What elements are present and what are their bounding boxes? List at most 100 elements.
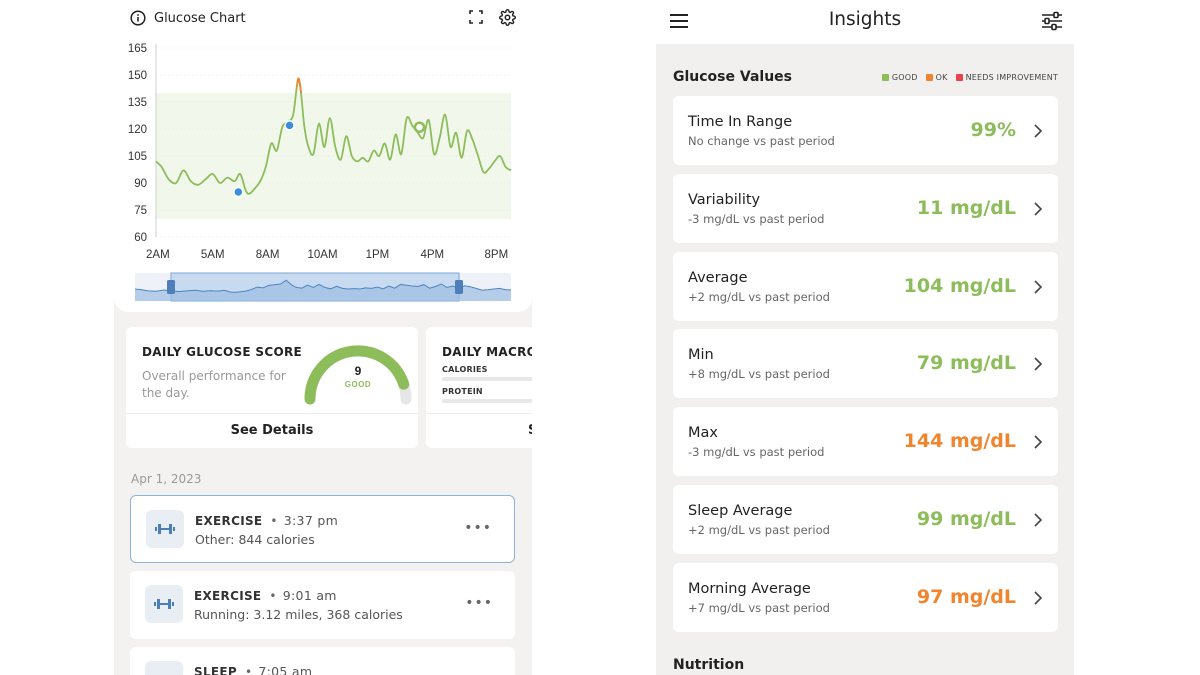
- macro-details-button[interactable]: S: [426, 413, 532, 448]
- score-gauge: 9 GOOD: [304, 345, 412, 405]
- metric-change: +2 mg/dL vs past period: [688, 523, 830, 537]
- glucose-values-heading: Glucose Values: [673, 69, 792, 85]
- metric-name: Sleep Average: [688, 503, 793, 519]
- log-time: 3:37 pm: [283, 513, 339, 528]
- x-tick-label: 8PM: [485, 249, 509, 261]
- macro-label: PROTEIN: [442, 387, 483, 396]
- y-tick-label: 135: [128, 97, 147, 109]
- daily-glucose-score-card[interactable]: DAILY GLUCOSE SCORE Overall performance …: [126, 327, 418, 448]
- top-bar: Insights: [656, 0, 1074, 44]
- y-tick-label: 105: [128, 151, 147, 163]
- chevron-right-icon: [1034, 280, 1042, 294]
- metric-card[interactable]: Sleep Average +2 mg/dL vs past period 99 m…: [673, 485, 1058, 554]
- separator-dot: •: [269, 589, 277, 603]
- chevron-right-icon: [1034, 357, 1042, 371]
- metric-card[interactable]: Max -3 mg/dL vs past period 144 mg/dL: [673, 407, 1058, 476]
- metric-change: -3 mg/dL vs past period: [688, 212, 825, 226]
- metric-name: Variability: [688, 192, 761, 208]
- legend-swatch: [881, 74, 889, 81]
- legend-ok: OK: [925, 73, 948, 82]
- log-detail: Other: 844 calories: [195, 532, 315, 547]
- metric-change: No change vs past period: [688, 134, 835, 148]
- more-options-button[interactable]: •••: [464, 520, 492, 536]
- metric-value: 144 mg/dL: [903, 430, 1016, 452]
- chevron-right-icon: [1034, 124, 1042, 138]
- event-marker: [413, 121, 426, 133]
- status-legend: GOOD OK NEEDS IMPROVEMENT: [881, 73, 1058, 82]
- score-card-title: DAILY GLUCOSE SCORE: [142, 345, 302, 359]
- see-details-button[interactable]: See Details: [126, 413, 418, 448]
- event-marker: [233, 186, 244, 198]
- log-detail: Running: 3.12 miles, 368 calories: [194, 607, 403, 622]
- metric-value: 104 mg/dL: [903, 275, 1016, 297]
- x-tick-label: 2AM: [146, 249, 170, 261]
- chevron-right-icon: [1034, 435, 1042, 449]
- log-item-exercise[interactable]: EXERCISE • 3:37 pm Other: 844 calories •••: [130, 495, 515, 563]
- metric-name: Min: [688, 347, 714, 363]
- log-type: EXERCISE: [195, 514, 263, 528]
- metric-card[interactable]: Average +2 mg/dL vs past period 104 mg/dL: [673, 252, 1058, 321]
- legend-label: NEEDS IMPROVEMENT: [965, 73, 1058, 82]
- metric-value: 79 mg/dL: [916, 352, 1016, 374]
- legend-swatch: [955, 74, 963, 81]
- filter-icon[interactable]: [1041, 11, 1063, 31]
- metric-card[interactable]: Min +8 mg/dL vs past period 79 mg/dL: [673, 329, 1058, 398]
- glucose-line-chart[interactable]: 60 75 90 105 120 135 150 165 2AM 5AM 8AM 10AM 1PM 4PM…: [114, 36, 532, 306]
- nutrition-heading: Nutrition: [673, 657, 745, 673]
- expand-icon[interactable]: [467, 8, 485, 26]
- metric-value: 99 mg/dL: [916, 508, 1016, 530]
- legend-needs-improvement: NEEDS IMPROVEMENT: [955, 73, 1058, 82]
- navigator-area: [135, 280, 511, 301]
- chevron-right-icon: [1034, 591, 1042, 605]
- chevron-right-icon: [1034, 513, 1042, 527]
- x-tick-label: 10AM: [307, 249, 337, 261]
- macro-label: CALORIES: [442, 365, 488, 374]
- event-marker: [284, 120, 295, 131]
- settings-icon[interactable]: [498, 8, 516, 26]
- metric-name: Max: [688, 425, 718, 441]
- metric-card[interactable]: Morning Average +7 mg/dL vs past period 97…: [673, 563, 1058, 632]
- score-card-description: Overall performance for the day.: [142, 369, 286, 400]
- x-tick-label: 1PM: [366, 249, 390, 261]
- legend-label: GOOD: [891, 73, 918, 82]
- glucose-chart-card: Glucose Chart 60 75 90 105 120 135 150 165 2AM 5A…: [114, 0, 532, 312]
- metric-change: +7 mg/dL vs past period: [688, 601, 830, 615]
- macro-row-protein: PROTEIN: [442, 387, 532, 403]
- metric-name: Morning Average: [688, 581, 811, 597]
- log-title: EXERCISE • 3:37 pm: [195, 513, 338, 528]
- y-tick-label: 60: [134, 232, 147, 244]
- metric-card[interactable]: Time In Range No change vs past period 99%: [673, 96, 1058, 165]
- score-rating: GOOD: [345, 380, 371, 389]
- metric-value: 11 mg/dL: [916, 197, 1016, 219]
- menu-icon[interactable]: [670, 14, 688, 28]
- info-icon[interactable]: [130, 10, 146, 26]
- log-date: Apr 1, 2023: [131, 472, 202, 486]
- metric-card[interactable]: Variability -3 mg/dL vs past period 11 mg/…: [673, 174, 1058, 243]
- log-time: 9:01 am: [282, 588, 337, 603]
- y-tick-label: 165: [128, 43, 147, 55]
- legend-label: OK: [935, 73, 948, 82]
- score-value: 9: [355, 364, 362, 378]
- navigator-handle: [167, 280, 175, 294]
- metric-name: Time In Range: [688, 114, 793, 130]
- chart-title: Glucose Chart: [154, 10, 246, 26]
- legend-good: GOOD: [881, 73, 918, 82]
- metric-change: +8 mg/dL vs past period: [688, 367, 830, 381]
- log-item-sleep[interactable]: SLEEP • 7:05 am: [130, 647, 515, 675]
- y-tick-label: 150: [128, 70, 147, 82]
- navigator-handle: [455, 280, 463, 294]
- x-tick-label: 5AM: [201, 249, 225, 261]
- x-tick-label: 8AM: [256, 249, 280, 261]
- x-tick-label: 4PM: [420, 249, 444, 261]
- log-type: SLEEP: [194, 665, 237, 675]
- metric-change: +2 mg/dL vs past period: [688, 290, 830, 304]
- log-time: 7:05 am: [258, 664, 313, 675]
- log-title: EXERCISE • 9:01 am: [194, 588, 337, 603]
- separator-dot: •: [270, 514, 278, 528]
- page-title: Insights: [828, 9, 902, 30]
- daily-macro-card[interactable]: DAILY MACRO CALORIES PROTEIN S: [426, 327, 532, 448]
- more-options-button[interactable]: •••: [465, 595, 493, 611]
- log-item-exercise[interactable]: EXERCISE • 9:01 am Running: 3.12 miles, 36…: [130, 571, 515, 639]
- macro-bar: [442, 377, 532, 381]
- legend-swatch: [925, 74, 933, 81]
